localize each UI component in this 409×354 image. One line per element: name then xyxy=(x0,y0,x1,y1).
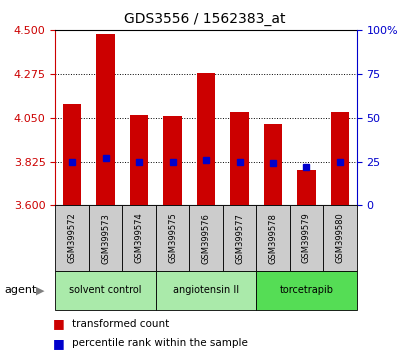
Text: GSM399580: GSM399580 xyxy=(335,213,344,263)
Text: GSM399574: GSM399574 xyxy=(134,213,143,263)
Bar xyxy=(89,205,122,271)
Text: GDS3556 / 1562383_at: GDS3556 / 1562383_at xyxy=(124,12,285,27)
Bar xyxy=(230,112,248,205)
Text: GSM399579: GSM399579 xyxy=(301,213,310,263)
Bar xyxy=(330,112,348,205)
Text: percentile rank within the sample: percentile rank within the sample xyxy=(72,338,247,348)
Bar xyxy=(289,205,322,271)
Bar xyxy=(63,104,81,205)
Text: GSM399577: GSM399577 xyxy=(234,213,243,263)
Bar xyxy=(55,205,89,271)
Bar xyxy=(222,205,256,271)
Bar xyxy=(256,271,356,310)
Text: GSM399575: GSM399575 xyxy=(168,213,177,263)
Bar xyxy=(130,115,148,205)
Bar xyxy=(263,124,281,205)
Text: GSM399573: GSM399573 xyxy=(101,213,110,263)
Text: ■: ■ xyxy=(53,318,65,330)
Text: angiotensin II: angiotensin II xyxy=(173,285,238,295)
Bar xyxy=(189,205,222,271)
Bar xyxy=(96,34,115,205)
Text: GSM399576: GSM399576 xyxy=(201,213,210,263)
Text: solvent control: solvent control xyxy=(69,285,142,295)
Bar xyxy=(155,271,256,310)
Text: GSM399578: GSM399578 xyxy=(268,213,277,263)
Text: torcetrapib: torcetrapib xyxy=(279,285,333,295)
Text: transformed count: transformed count xyxy=(72,319,169,329)
Text: GSM399572: GSM399572 xyxy=(67,213,76,263)
Bar xyxy=(256,205,289,271)
Bar xyxy=(297,170,315,205)
Bar xyxy=(122,205,155,271)
Bar xyxy=(196,73,215,205)
Text: agent: agent xyxy=(4,285,36,295)
Text: ▶: ▶ xyxy=(36,285,45,295)
Bar xyxy=(163,116,181,205)
Bar xyxy=(155,205,189,271)
Bar xyxy=(55,271,155,310)
Bar xyxy=(322,205,356,271)
Text: ■: ■ xyxy=(53,337,65,350)
